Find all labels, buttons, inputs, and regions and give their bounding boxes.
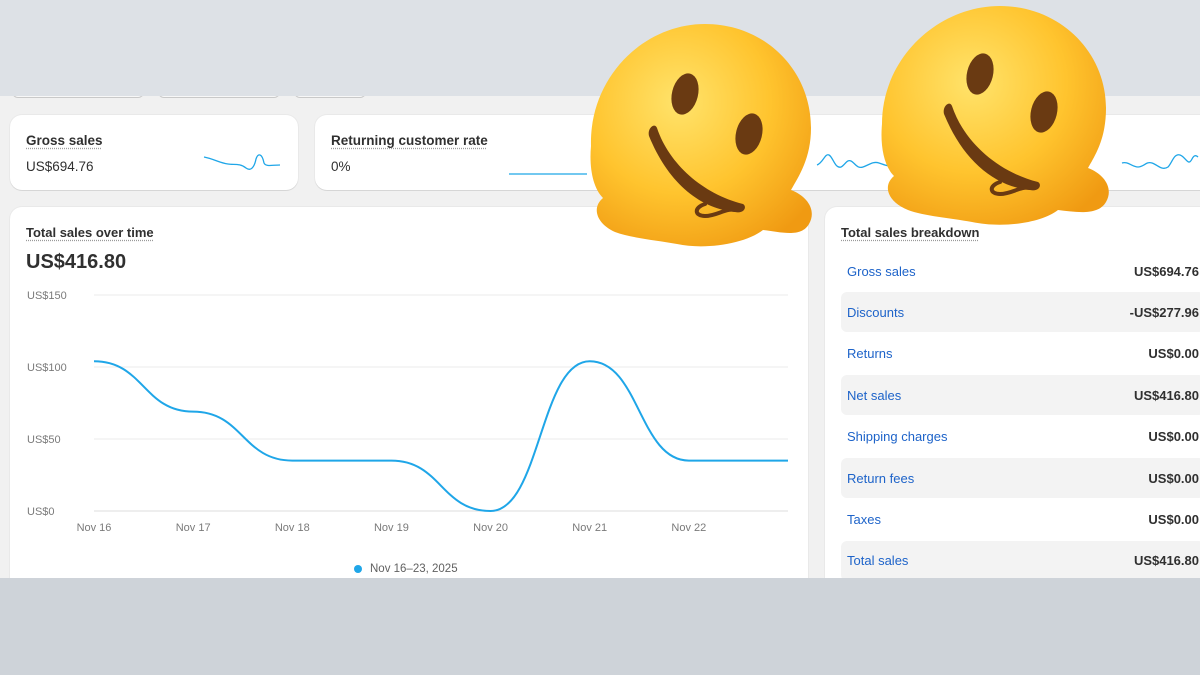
date-range-button[interactable] [12,96,144,98]
gross-sales-sparkline [203,154,281,170]
breakdown-row-amount: US$694.76 [1133,263,1199,279]
breakdown-row-amount: US$0.00 [1148,346,1199,362]
breakdown-row[interactable]: Return fees US$0.00 [841,458,1200,498]
gross-sales-card[interactable]: Gross sales US$694.76 [10,115,298,190]
bottom-backdrop [0,578,1200,675]
breakdown-row[interactable]: Returns US$0.00 [841,334,1200,374]
currency-button[interactable] [294,96,366,98]
breakdown-row-label[interactable]: Gross sales [847,263,916,279]
breakdown-row[interactable]: Total sales US$416.80 [841,540,1200,578]
compare-range-button[interactable] [158,96,280,98]
breakdown-row[interactable]: Shipping charges US$0.00 [841,417,1200,457]
sales-over-time-total: US$416.80 [26,251,127,273]
x-tick-label: Nov 16 [77,522,112,534]
x-tick-label: Nov 22 [671,522,706,534]
x-tick-label: Nov 20 [473,522,508,534]
breakdown-row-amount: US$0.00 [1148,429,1199,445]
third-metric-sparkline [1121,154,1199,169]
legend-series-dot [354,565,362,573]
breakdown-row-label[interactable]: Return fees [847,470,915,486]
breakdown-row[interactable]: Discounts -US$277.96 [841,292,1200,333]
breakdown-row[interactable]: Net sales US$416.80 [841,375,1200,416]
melting-face-emoji [590,24,812,247]
y-tick-label: US$50 [27,434,61,446]
breakdown-row[interactable]: Gross sales US$694.76 [841,251,1200,291]
melting-face-emoji-2 [881,6,1109,225]
breakdown-row-label[interactable]: Total sales [847,553,909,569]
breakdown-row-label[interactable]: Returns [847,346,893,362]
x-tick-label: Nov 17 [176,522,211,534]
legend-series-label: Nov 16–23, 2025 [370,563,458,575]
sales-breakdown-title: Total sales breakdown [841,225,980,240]
chart-legend: Nov 16–23, 2025 [354,563,458,575]
x-tick-label: Nov 19 [374,522,409,534]
sales-over-time-card: Total sales over time US$416.80 US$0 US$5… [10,207,808,578]
x-tick-label: Nov 18 [275,522,310,534]
breakdown-row-amount: -US$277.96 [1129,304,1199,320]
y-tick-label: US$0 [27,506,55,518]
sales-line-chart: US$0 US$50 US$100 US$150 Nov 16 Nov 17 Nov 18 N… [27,290,789,534]
breakdown-row-amount: US$0.00 [1148,470,1199,486]
y-tick-label: US$150 [27,290,67,302]
breakdown-row-label[interactable]: Discounts [847,304,905,320]
sales-over-time-title: Total sales over time [26,225,154,240]
breakdown-row-label[interactable]: Taxes [847,511,881,527]
returning-rate-compare-sparkline [816,154,894,169]
breakdown-row-label[interactable]: Shipping charges [847,429,948,445]
y-tick-label: US$100 [27,362,67,374]
breakdown-row-amount: US$0.00 [1148,511,1199,527]
x-tick-label: Nov 21 [572,522,607,534]
series-line [93,360,788,513]
sales-breakdown-card: Total sales breakdown Gross sales US$694.… [825,207,1200,578]
breakdown-row[interactable]: Taxes US$0.00 [841,499,1200,539]
gross-sales-title: Gross sales [26,133,103,148]
returning-rate-title: Returning customer rate [331,133,488,148]
breakdown-row-amount: US$416.80 [1133,553,1199,569]
breakdown-row-amount: US$416.80 [1133,387,1199,403]
breakdown-row-label[interactable]: Net sales [847,387,902,403]
returning-rate-sparkline [509,173,587,175]
returning-rate-value: 0% [331,159,351,174]
gross-sales-value: US$694.76 [26,159,94,174]
